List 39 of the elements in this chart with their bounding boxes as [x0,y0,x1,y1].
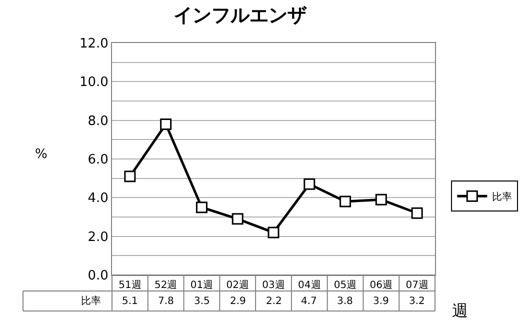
x-tick-label: 06週 [370,280,393,291]
point [411,207,423,219]
data-label: 7.8 [158,296,174,307]
x-tick-label: 02週 [226,280,249,291]
y-tick-label: 8.0 [88,114,108,129]
y-tick-label: 2.0 [88,230,108,245]
point [304,178,316,190]
y-tick-label: 4.0 [88,191,108,206]
data-label: 2.9 [230,296,246,307]
y-tick-label: 12.0 [79,36,108,52]
point [268,226,280,238]
data-label: 3.2 [409,296,425,307]
x-tick-label: 52週 [154,280,178,291]
x-tick-label: 05週 [334,280,357,291]
x-tick-label: 01週 [190,280,214,291]
point [196,202,208,214]
point [124,170,136,182]
data-label: 5.1 [122,296,138,307]
x-tick-label: 07週 [406,280,428,291]
x-tick-label: 51週 [118,280,142,291]
data-label: 3.8 [337,296,353,307]
y-axis-title: % [35,147,48,162]
y-tick-label: 6.0 [88,152,108,168]
legend-label: 比率 [492,191,512,204]
y-tick-label: 10.0 [79,75,108,90]
data-label: 3.9 [373,296,389,307]
x-tick-label: 04週 [298,280,321,291]
point [375,194,387,206]
text: 比率 [81,296,101,307]
chart-title: インフルエンザ [174,4,308,26]
data-label: 2.2 [266,296,282,307]
y-tick-label: 0.0 [88,268,108,284]
data-label: 3.5 [194,296,210,307]
point [232,213,244,225]
point [340,196,352,208]
x-axis-title: 週 [452,301,468,320]
data-label: 4.7 [301,296,317,307]
x-tick-label: 03週 [262,280,285,291]
point [160,118,172,130]
